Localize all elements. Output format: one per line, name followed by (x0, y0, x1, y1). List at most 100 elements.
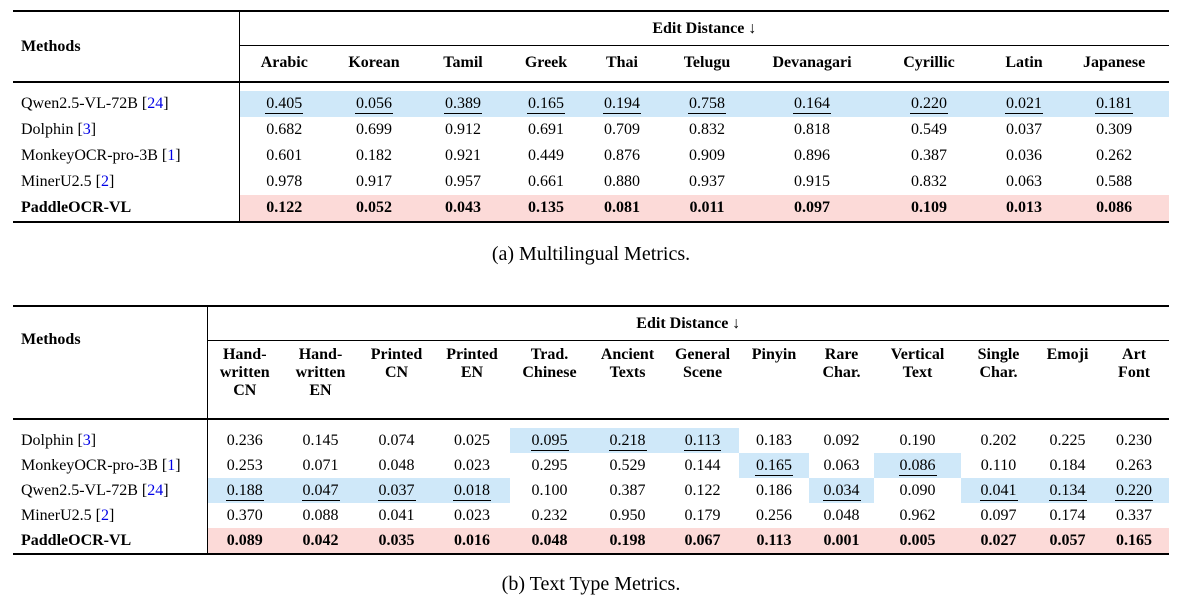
value-cell: 0.709 (585, 117, 659, 143)
value-cell: 0.832 (869, 169, 989, 195)
value-cell: 0.184 (1036, 453, 1099, 478)
cell-value: 0.011 (689, 199, 725, 216)
cell-value: 0.182 (356, 147, 392, 164)
value-cell: 0.691 (507, 117, 585, 143)
value-cell: 0.025 (434, 428, 510, 453)
cell-value: 0.295 (531, 456, 568, 474)
value-cell: 0.037 (989, 117, 1059, 143)
cell-value: 0.048 (823, 506, 860, 524)
value-cell: 0.021 (989, 91, 1059, 117)
value-cell: 0.095 (510, 428, 589, 453)
value-cell: 0.183 (739, 428, 809, 453)
value-cell: 0.818 (755, 117, 869, 143)
value-cell: 0.253 (207, 453, 282, 478)
citation-link[interactable]: 24 (147, 95, 164, 112)
value-cell: 0.601 (239, 143, 329, 169)
citation-link[interactable]: 2 (100, 506, 109, 524)
subfigure-a-multilingual: Methods Edit Distance ↓ Arabic Korean Tamil G… (13, 10, 1170, 267)
value-cell: 0.915 (755, 169, 869, 195)
cell-value: 0.179 (684, 506, 721, 524)
cell-value: 0.018 (453, 481, 491, 501)
cell-value: 0.095 (530, 431, 569, 451)
citation-link[interactable]: 3 (82, 121, 91, 138)
value-cell: 0.074 (359, 428, 434, 453)
cell-value: 0.950 (609, 506, 646, 524)
cell-value: 0.001 (823, 531, 860, 549)
cell-value: 0.013 (1006, 199, 1042, 216)
method-name: PaddleOCR-VL (21, 531, 132, 549)
value-cell: 0.190 (874, 428, 961, 453)
value-cell: 0.549 (869, 117, 989, 143)
cell-value: 0.220 (910, 95, 948, 114)
cell-value: 0.164 (793, 95, 831, 114)
method-name: MinerU2.5 (21, 173, 92, 190)
citation-link[interactable]: 2 (100, 173, 109, 190)
value-cell: 0.113 (739, 528, 809, 554)
cell-value: 0.086 (1096, 199, 1133, 216)
value-cell: 0.135 (507, 195, 585, 222)
value-cell: 0.035 (359, 528, 434, 554)
citation-link[interactable]: 3 (82, 431, 91, 449)
cell-value: 0.037 (1006, 121, 1042, 138)
value-cell: 0.144 (666, 453, 739, 478)
value-cell: 0.179 (666, 503, 739, 528)
value-cell: 0.921 (419, 143, 507, 169)
cell-value: 0.957 (445, 173, 481, 190)
value-cell: 0.220 (869, 91, 989, 117)
cell-value: 0.262 (1096, 147, 1133, 164)
cell-value: 0.549 (911, 121, 947, 138)
edit-distance-group-header: Edit Distance ↓ (207, 306, 1170, 341)
table-row: MonkeyOCR-pro-3B [1] 0.253 0.071 0.048 0.023… (13, 453, 1169, 478)
column-header: Ancient Texts (589, 340, 666, 420)
value-cell: 0.876 (585, 143, 659, 169)
cell-value: 0.041 (378, 506, 415, 524)
value-cell: 0.370 (207, 503, 282, 528)
cell-value: 0.025 (454, 431, 490, 449)
value-cell: 0.832 (659, 117, 755, 143)
method-name: Qwen2.5-VL-72B (21, 481, 138, 499)
table-row: Qwen2.5-VL-72B [24] 0.188 0.047 0.037 0.018 0… (13, 478, 1170, 503)
cell-value: 0.962 (899, 506, 936, 524)
value-cell: 0.048 (510, 528, 589, 554)
value-cell: 0.041 (961, 478, 1036, 503)
cell-value: 0.048 (531, 531, 568, 549)
value-cell: 0.165 (507, 91, 585, 117)
value-cell: 0.110 (961, 453, 1036, 478)
value-cell: 0.097 (755, 195, 869, 222)
method-cell: PaddleOCR-VL (13, 528, 208, 554)
value-cell: 0.067 (666, 528, 739, 554)
value-cell: 0.405 (239, 91, 329, 117)
cell-value: 0.088 (302, 506, 339, 524)
cell-value: 0.818 (794, 121, 830, 138)
method-cell: Dolphin [3] (13, 117, 240, 143)
citation-link[interactable]: 1 (167, 456, 176, 474)
cell-value: 0.134 (1048, 481, 1087, 501)
cell-value: 0.023 (454, 456, 490, 474)
cell-value: 0.405 (265, 95, 304, 114)
spacer-method-cell (13, 419, 208, 428)
citation-link[interactable]: 24 (147, 481, 164, 499)
cell-value: 0.097 (980, 506, 1017, 524)
value-cell: 0.090 (874, 478, 961, 503)
table-row: PaddleOCR-VL 0.089 0.042 0.035 0.016 0.048 0.1… (13, 528, 1170, 554)
cell-value: 0.089 (226, 531, 263, 549)
value-cell: 0.165 (739, 453, 809, 478)
spacer-cell (239, 82, 1169, 91)
cell-value: 0.186 (756, 481, 792, 499)
value-cell: 0.134 (1036, 478, 1099, 503)
column-header: Art Font (1099, 340, 1170, 420)
value-cell: 0.145 (282, 428, 359, 453)
citation-link[interactable]: 1 (167, 147, 176, 164)
value-cell: 0.181 (1059, 91, 1170, 117)
value-cell: 0.225 (1036, 428, 1099, 453)
value-cell: 0.220 (1099, 478, 1170, 503)
value-cell: 0.309 (1059, 117, 1169, 143)
value-cell: 0.661 (507, 169, 585, 195)
cell-value: 0.056 (355, 95, 393, 114)
value-cell: 0.037 (359, 478, 434, 503)
value-cell: 0.052 (329, 195, 419, 222)
column-header: Trad. Chinese (510, 340, 589, 420)
cell-value: 0.915 (794, 173, 830, 190)
value-cell: 0.529 (589, 453, 666, 478)
